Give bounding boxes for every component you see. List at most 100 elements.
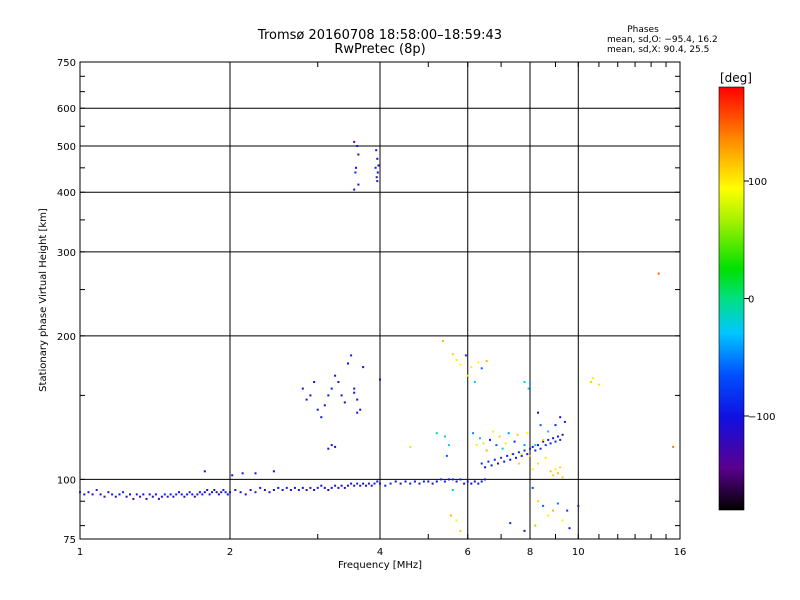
data-point xyxy=(445,454,448,457)
data-point xyxy=(224,491,227,494)
data-point xyxy=(376,157,379,160)
data-point xyxy=(229,491,231,494)
data-point xyxy=(337,381,340,383)
data-point xyxy=(83,493,86,496)
data-point xyxy=(490,464,493,467)
data-point xyxy=(399,482,402,485)
data-point xyxy=(353,484,356,487)
data-point xyxy=(340,394,343,397)
data-point xyxy=(672,445,675,448)
data-point xyxy=(163,493,166,496)
data-point xyxy=(376,480,379,483)
x-tick-label: 1 xyxy=(77,547,83,558)
data-point xyxy=(517,451,520,454)
data-point xyxy=(503,460,506,463)
data-point xyxy=(463,482,466,485)
data-point xyxy=(111,493,114,496)
data-point xyxy=(482,442,485,445)
data-point xyxy=(556,472,559,475)
data-point xyxy=(384,484,387,487)
data-point xyxy=(597,383,600,386)
data-point xyxy=(145,497,148,500)
data-point xyxy=(475,444,478,447)
data-point xyxy=(241,472,244,475)
data-point xyxy=(186,493,189,496)
data-point xyxy=(431,482,434,485)
y-tick-label: 300 xyxy=(57,248,76,259)
data-point xyxy=(484,478,487,481)
x-tick-label: 16 xyxy=(674,547,687,558)
data-point xyxy=(154,493,157,496)
data-point xyxy=(206,489,209,491)
data-point xyxy=(327,394,330,397)
data-point xyxy=(151,495,154,498)
data-point xyxy=(379,378,381,381)
data-point xyxy=(175,493,178,496)
data-point xyxy=(451,478,454,481)
y-tick-label: 500 xyxy=(57,142,76,153)
data-point xyxy=(327,447,330,450)
data-point xyxy=(193,495,196,498)
data-point xyxy=(178,491,180,494)
colorbar-tick-label: 100 xyxy=(748,177,767,188)
data-point xyxy=(443,435,446,438)
data-point xyxy=(354,171,357,174)
data-point xyxy=(213,489,216,491)
data-point xyxy=(435,432,438,435)
data-point xyxy=(554,424,557,427)
data-point xyxy=(359,484,362,487)
data-point xyxy=(480,480,483,483)
data-point xyxy=(343,401,346,404)
data-point xyxy=(313,489,316,491)
data-point xyxy=(139,495,142,498)
data-point xyxy=(357,183,360,186)
data-point xyxy=(441,340,444,343)
data-point xyxy=(544,444,547,447)
data-point xyxy=(509,458,512,461)
data-point xyxy=(523,529,526,532)
data-point xyxy=(500,456,503,459)
data-point xyxy=(464,354,467,357)
data-point xyxy=(547,514,550,517)
data-point xyxy=(549,470,552,473)
data-point xyxy=(157,497,160,500)
data-point xyxy=(226,493,229,496)
data-point xyxy=(362,366,365,369)
data-point xyxy=(129,493,131,496)
data-point xyxy=(373,482,376,485)
data-point xyxy=(418,482,421,485)
y-tick-label: 100 xyxy=(57,475,76,486)
data-point xyxy=(542,504,545,507)
data-point xyxy=(409,445,412,448)
data-point xyxy=(375,149,378,152)
data-point xyxy=(114,495,117,498)
x-tick-label: 10 xyxy=(572,547,585,558)
data-point xyxy=(198,491,201,494)
data-point xyxy=(356,398,359,401)
data-point xyxy=(544,456,547,459)
data-point xyxy=(556,435,559,438)
data-point xyxy=(305,398,308,401)
data-point xyxy=(191,493,194,496)
data-point xyxy=(459,363,462,366)
data-point xyxy=(534,444,537,447)
data-point xyxy=(527,387,530,390)
data-point xyxy=(359,408,362,411)
data-point xyxy=(477,361,480,364)
data-point xyxy=(547,438,550,441)
data-point xyxy=(539,424,542,427)
data-point xyxy=(301,486,304,489)
data-point xyxy=(537,444,539,447)
data-point xyxy=(125,495,128,498)
data-point xyxy=(507,432,510,435)
data-point xyxy=(316,408,319,411)
data-point xyxy=(183,495,186,498)
data-point xyxy=(217,493,220,496)
data-point xyxy=(539,447,542,450)
data-point xyxy=(231,474,234,477)
data-point xyxy=(451,489,454,491)
data-point xyxy=(568,527,571,530)
stats-heading: Phases xyxy=(627,25,659,35)
data-point xyxy=(422,480,425,483)
